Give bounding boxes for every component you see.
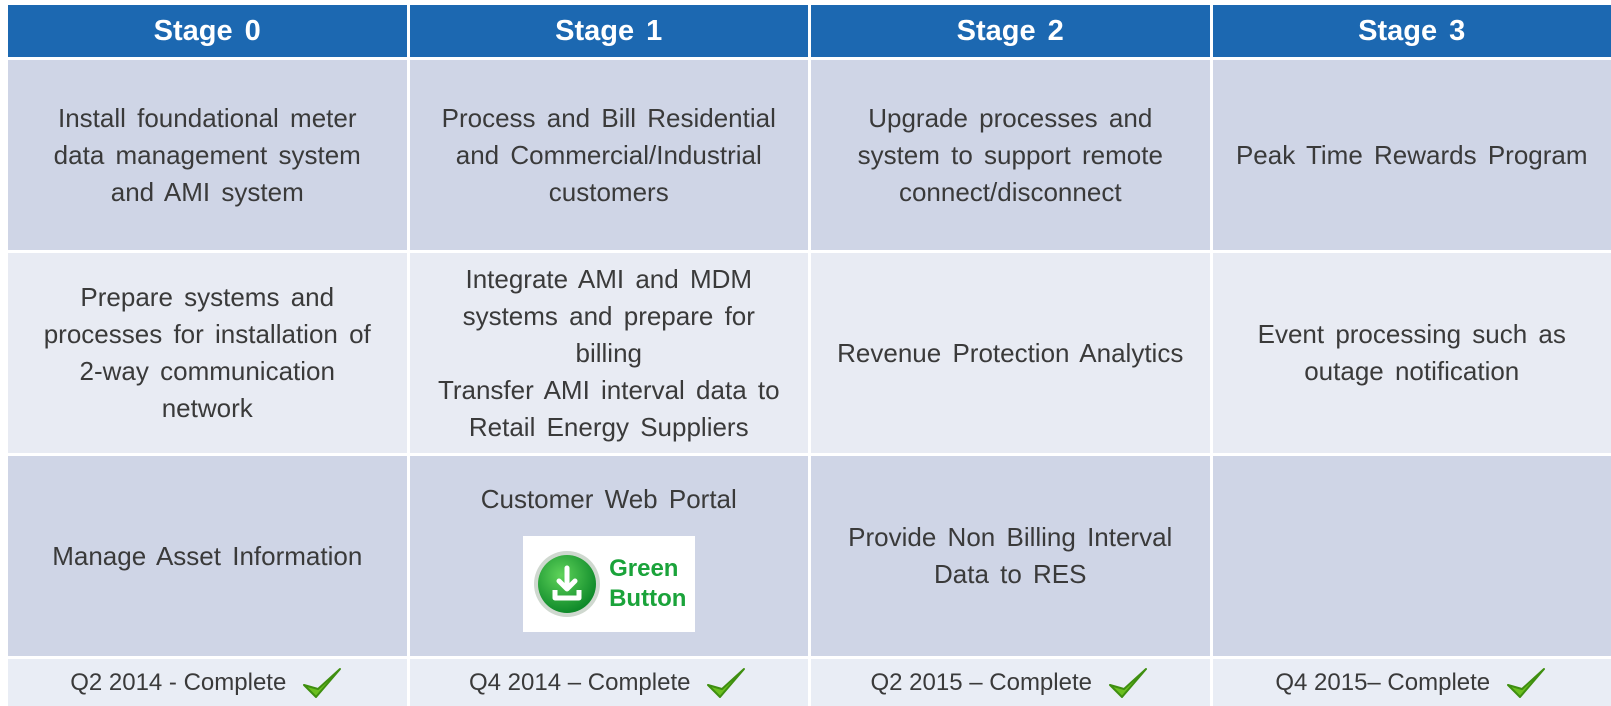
column-header: Stage 2 [811, 5, 1210, 57]
check-mark [1502, 663, 1548, 703]
cell-text: Customer Web Portal [481, 481, 737, 518]
cell-text: Peak Time Rewards Program [1236, 137, 1588, 174]
table-cell: Event processing such as outage notifica… [1213, 253, 1611, 453]
footer-text: Q2 2014 - Complete [70, 664, 286, 701]
cell-text: Revenue Protection Analytics [837, 335, 1183, 372]
table-cell: Process and Bill Residential and Commerc… [410, 60, 809, 250]
footer-text: Q4 2014 – Complete [469, 664, 690, 701]
cell-text: Provide Non Billing Interval Data to RES [833, 519, 1188, 593]
download-icon [531, 548, 603, 620]
check-mark [298, 663, 344, 703]
footer-text: Q2 2015 – Complete [871, 664, 1092, 701]
badge-line: Green [609, 554, 686, 584]
table-cell: Upgrade processes and system to support … [811, 60, 1210, 250]
table-cell: Manage Asset Information [8, 456, 407, 656]
table-cell: Integrate AMI and MDM systems and prepar… [410, 253, 809, 453]
cell-text: Prepare systems and processes for instal… [30, 279, 385, 427]
column-header: Stage 3 [1213, 5, 1611, 57]
badge-line: Button [609, 584, 686, 614]
cell-text: Manage Asset Information [52, 538, 362, 575]
check-mark [702, 663, 748, 703]
cell-text: Install foundational meter data manageme… [30, 100, 385, 211]
table-cell [1213, 456, 1611, 656]
cell-text: Upgrade processes and system to support … [833, 100, 1188, 211]
footer-cell: Q4 2015– Complete [1213, 659, 1611, 706]
check-mark [1104, 663, 1150, 703]
cell-text: Integrate AMI and MDM systems and prepar… [432, 261, 787, 372]
table-cell: Revenue Protection Analytics [811, 253, 1210, 453]
column-header: Stage 1 [410, 5, 809, 57]
table-cell: Install foundational meter data manageme… [8, 60, 407, 250]
cell-text: Process and Bill Residential and Commerc… [432, 100, 787, 211]
footer-cell: Q2 2015 – Complete [811, 659, 1210, 706]
footer-cell: Q4 2014 – Complete [410, 659, 809, 706]
footer-cell: Q2 2014 - Complete [8, 659, 407, 706]
footer-text: Q4 2015– Complete [1275, 664, 1490, 701]
table-cell: Peak Time Rewards Program [1213, 60, 1611, 250]
column-header: Stage 0 [8, 5, 407, 57]
cell-text: Transfer AMI interval data to Retail Ene… [432, 372, 787, 446]
cell-text: Event processing such as outage notifica… [1235, 316, 1590, 390]
table-cell: Provide Non Billing Interval Data to RES [811, 456, 1210, 656]
table-cell: Prepare systems and processes for instal… [8, 253, 407, 453]
